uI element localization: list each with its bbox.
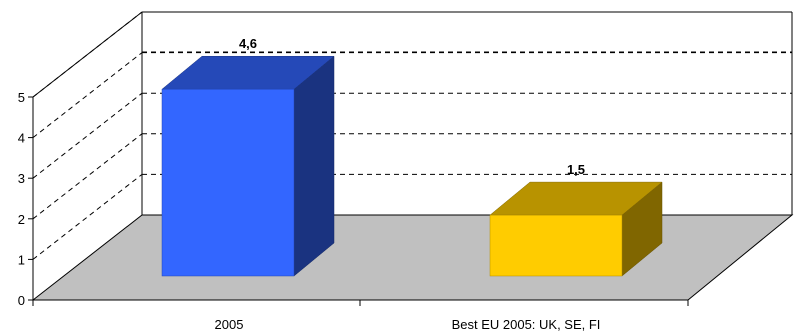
bars: 4,6 1,5	[161, 36, 663, 277]
gridline-side	[32, 52, 143, 138]
data-label: 1,5	[567, 162, 585, 177]
y-tick-label: 5	[18, 90, 25, 105]
bar-side-face	[293, 55, 335, 277]
category-label: 2005	[215, 317, 244, 332]
bar-2: 1,5	[489, 162, 663, 277]
y-axis-ticks: 0 1 2 3 4 5	[18, 90, 33, 308]
y-tick-label: 0	[18, 293, 25, 308]
chart-floor	[31, 214, 794, 301]
data-label: 4,6	[239, 36, 257, 51]
y-tick-label: 4	[18, 131, 25, 146]
gridline-side	[32, 133, 143, 220]
category-label: Best EU 2005: UK, SE, FI	[452, 317, 601, 332]
bar-front-face	[161, 88, 295, 277]
y-tick-label: 1	[18, 252, 25, 267]
y-tick-label: 2	[18, 212, 25, 227]
bar-1: 4,6	[161, 36, 335, 277]
category-labels: 2005 Best EU 2005: UK, SE, FI	[32, 300, 689, 332]
gridline-side	[32, 92, 143, 179]
chart-side-wall	[32, 11, 143, 300]
y-tick-label: 3	[18, 171, 25, 186]
bar-front-face	[489, 214, 623, 277]
